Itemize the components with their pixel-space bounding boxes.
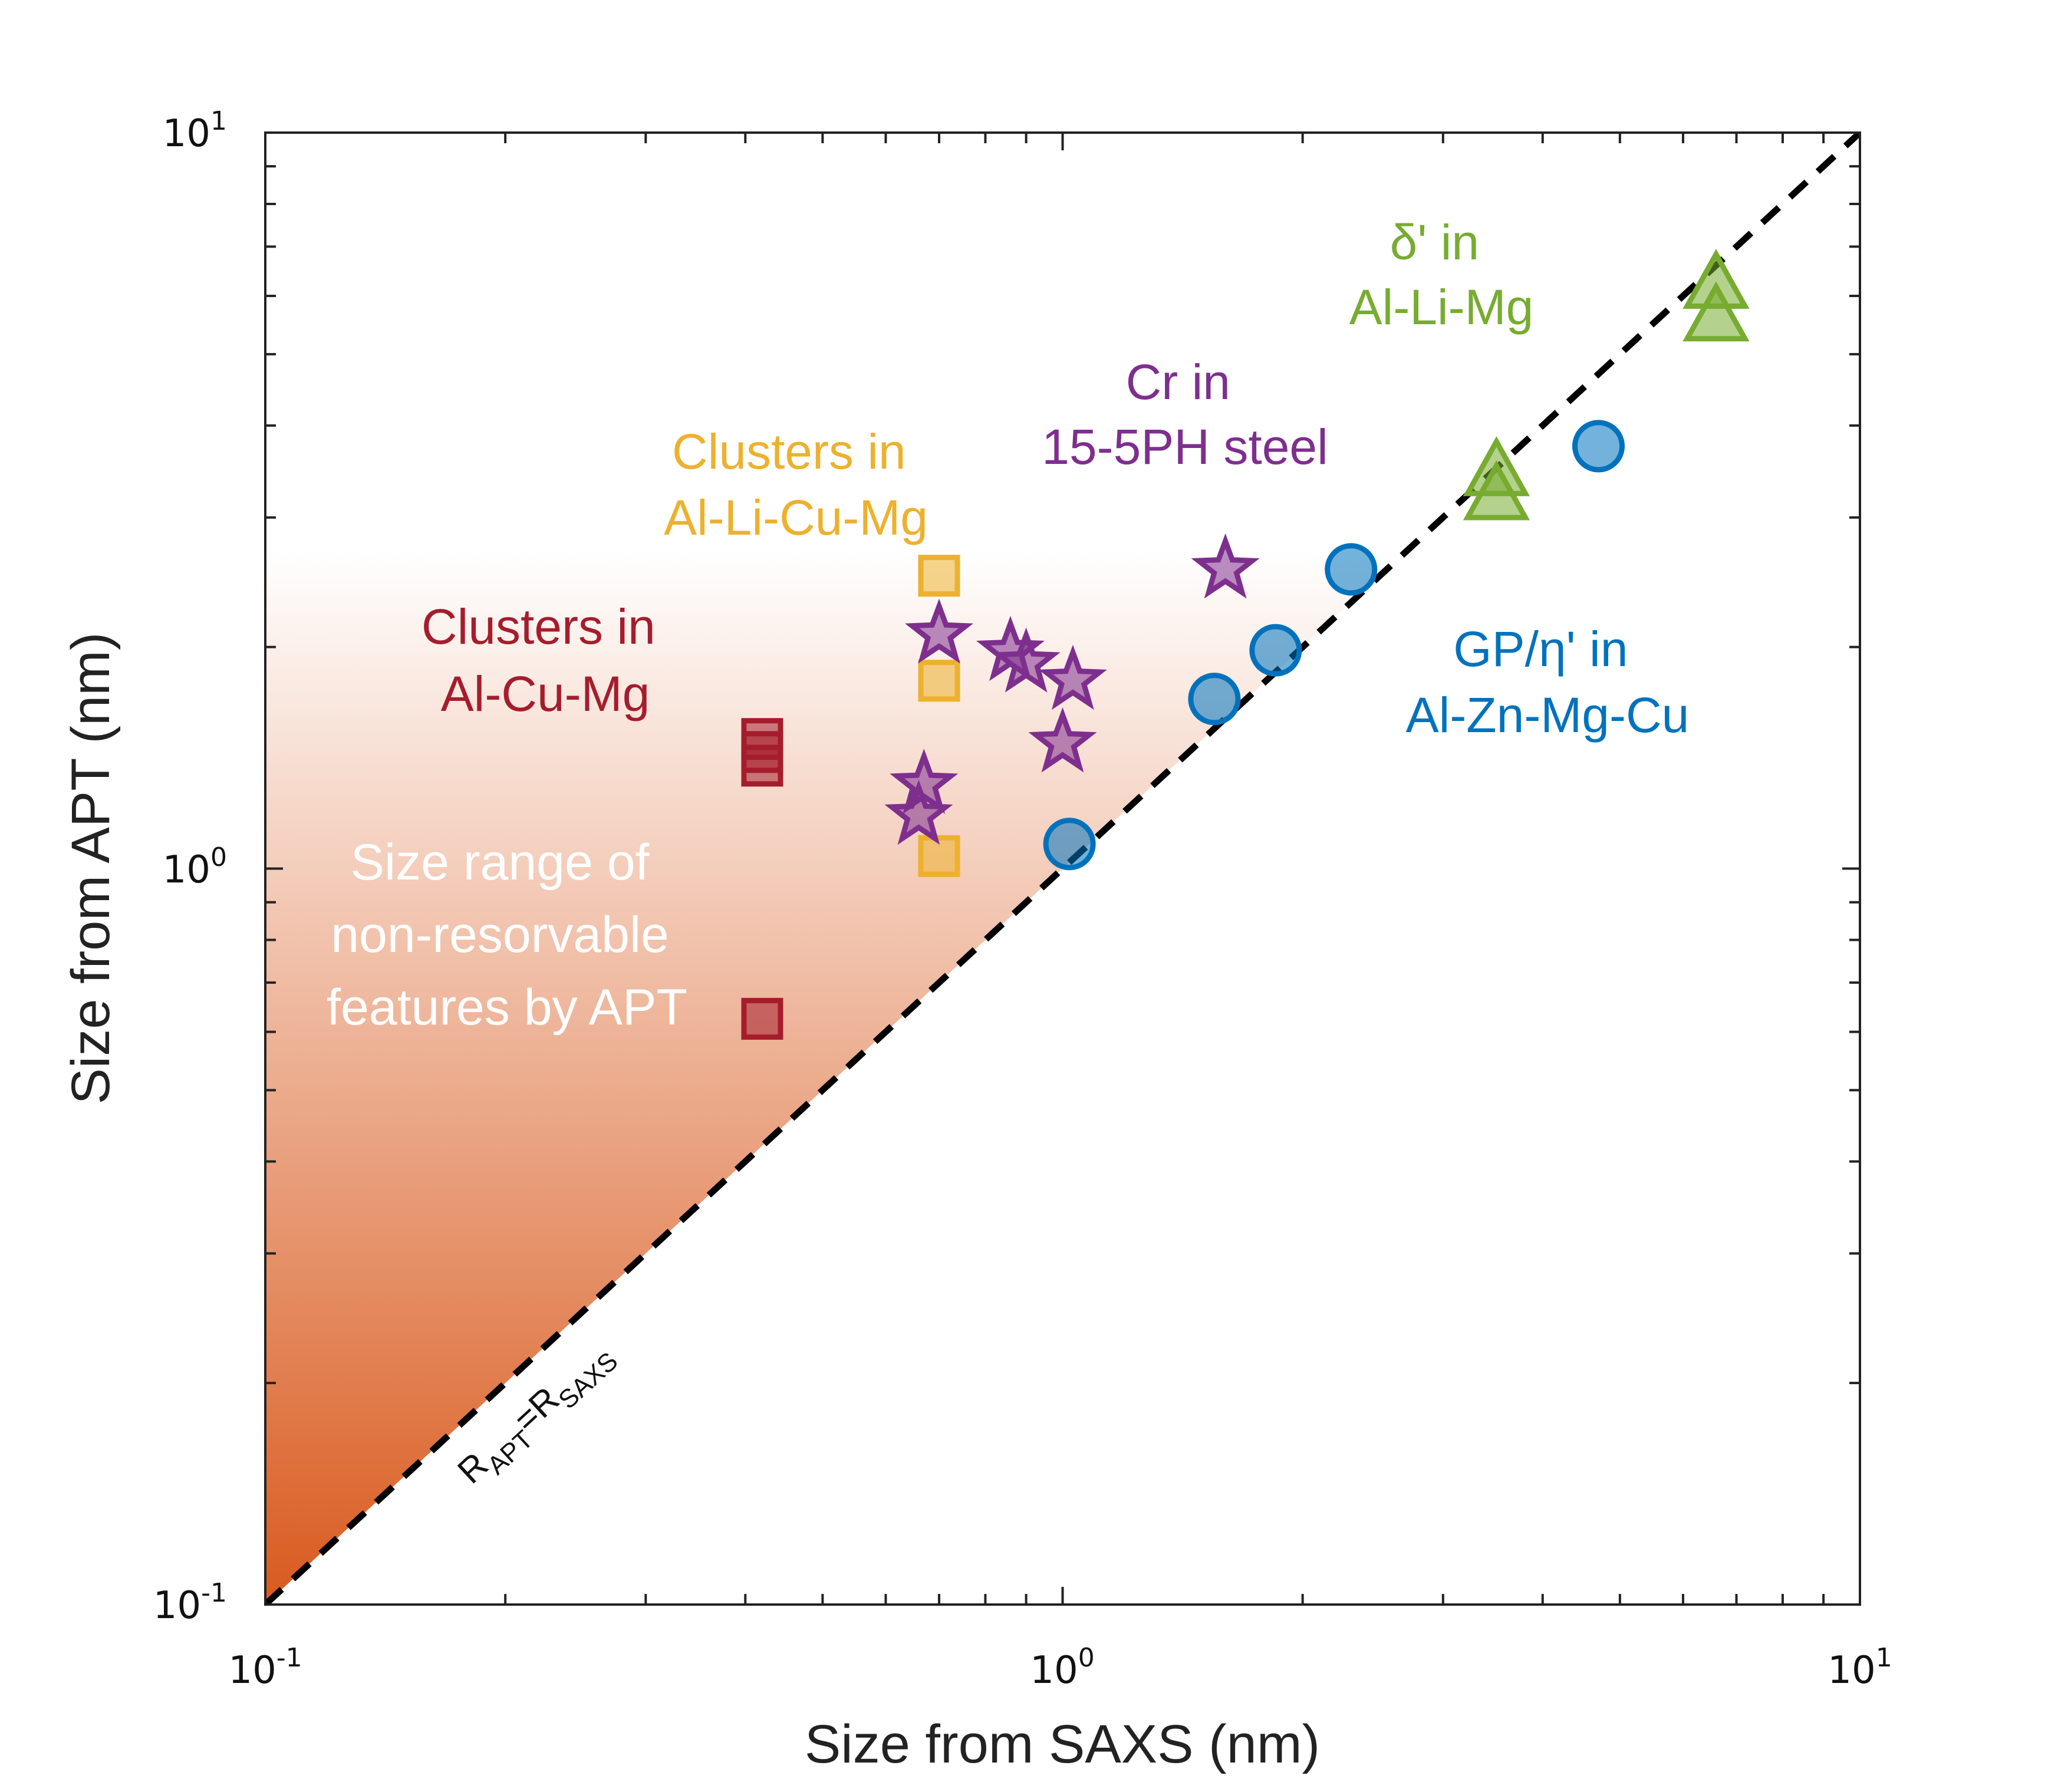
y-tick-exp: -1 bbox=[201, 1578, 227, 1608]
x-tick-exp: 1 bbox=[1876, 1643, 1892, 1673]
y-tick-exp: 1 bbox=[210, 106, 227, 136]
ref-label-sub2: SAXS bbox=[553, 1346, 624, 1415]
data-point bbox=[1249, 624, 1302, 677]
data-point bbox=[1682, 281, 1750, 342]
y-tick-label: 100 bbox=[163, 842, 227, 892]
series-label-al-li-mg: δ' in Al-Li-Mg bbox=[1349, 215, 1534, 335]
data-point bbox=[1325, 543, 1378, 596]
y-tick-base: 10 bbox=[153, 1584, 201, 1628]
x-tick-exp: -1 bbox=[276, 1643, 302, 1673]
y-tick-base: 10 bbox=[163, 848, 210, 892]
series-label-al-cu-mg: Clusters in Al-Cu-Mg bbox=[422, 599, 669, 722]
x-tick-base: 10 bbox=[228, 1649, 276, 1692]
shaded-label-line: non-resorvable bbox=[331, 907, 669, 963]
shaded-region-label: Size range of non-resorvable features by… bbox=[327, 834, 687, 1036]
series-label-line: Al-Li-Cu-Mg bbox=[664, 490, 928, 545]
data-point bbox=[918, 555, 960, 597]
reference-line bbox=[265, 133, 1860, 1605]
series-label-al-li-cu-mg: Clusters in Al-Li-Cu-Mg bbox=[664, 424, 928, 545]
series-label-line: Clusters in bbox=[422, 599, 656, 654]
series-label-line: GP/η' in bbox=[1453, 621, 1628, 677]
data-point bbox=[741, 718, 783, 760]
y-tick-label: 10-1 bbox=[153, 1578, 227, 1628]
series-label-line: Al-Cu-Mg bbox=[441, 666, 650, 722]
series-label-line: 15-5PH steel bbox=[1042, 419, 1328, 475]
data-point bbox=[1038, 644, 1107, 710]
data-point bbox=[1572, 420, 1625, 473]
y-axis-title: Size from APT (nm) bbox=[61, 633, 121, 1105]
data-point bbox=[1043, 818, 1096, 871]
x-tick-base: 10 bbox=[1030, 1649, 1078, 1692]
shaded-label-line: Size range of bbox=[351, 834, 650, 891]
ref-label-r1: R bbox=[450, 1445, 495, 1491]
series-label-line: δ' in bbox=[1390, 215, 1480, 270]
series-label-line: Clusters in bbox=[672, 424, 906, 479]
x-tick-label: 100 bbox=[1030, 1643, 1094, 1692]
data-point bbox=[1188, 673, 1241, 726]
y-tick-label: 101 bbox=[163, 106, 227, 156]
data-point bbox=[992, 627, 1061, 693]
data-point bbox=[1463, 436, 1530, 496]
x-tick-label: 10-1 bbox=[228, 1643, 302, 1692]
y-tick-base: 10 bbox=[163, 112, 210, 156]
series-label-line: Al-Zn-Mg-Cu bbox=[1406, 687, 1690, 743]
x-tick-exp: 0 bbox=[1078, 1643, 1095, 1673]
y-tick-exp: 0 bbox=[210, 842, 227, 872]
data-point bbox=[884, 779, 953, 845]
series-label-line: Cr in bbox=[1126, 354, 1230, 410]
data-point bbox=[904, 598, 973, 664]
series-label-al-zn-mg-cu: GP/η' in Al-Zn-Mg-Cu bbox=[1406, 621, 1690, 743]
series-label-line: Al-Li-Mg bbox=[1349, 279, 1534, 335]
data-markers bbox=[741, 249, 1750, 1040]
shaded-label-line: features by APT bbox=[327, 979, 687, 1036]
data-point bbox=[741, 997, 783, 1040]
x-tick-base: 10 bbox=[1828, 1649, 1875, 1692]
data-point bbox=[1682, 249, 1750, 309]
axis-ticks bbox=[264, 131, 1861, 1606]
data-point bbox=[1191, 533, 1260, 599]
data-point bbox=[918, 660, 960, 702]
data-point bbox=[1028, 707, 1097, 773]
series-label-cr-steel: Cr in 15-5PH steel bbox=[1042, 354, 1328, 475]
x-axis-title: Size from SAXS (nm) bbox=[805, 1714, 1320, 1774]
x-tick-label: 101 bbox=[1828, 1643, 1892, 1692]
